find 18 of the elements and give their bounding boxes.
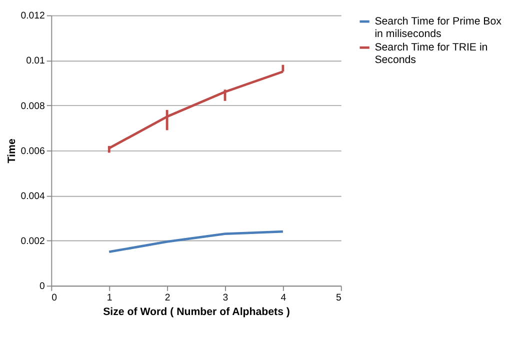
- legend-label: Search Time for Prime Box in miliseconds: [374, 15, 502, 40]
- line-series: [108, 230, 284, 254]
- y-axis-title: Time: [6, 138, 18, 164]
- y-tick-label: 0.004: [20, 190, 46, 202]
- y-tick-label: 0.008: [20, 100, 45, 112]
- y-tick-label: 0.006: [20, 146, 45, 157]
- legend-label: Search Time for TRIE in Seconds: [374, 42, 488, 66]
- x-tick-label: 3: [222, 292, 228, 304]
- y-tick-label: 0: [40, 281, 45, 292]
- y-tick-label: 0.002: [20, 236, 45, 247]
- x-tick-label: 2: [164, 292, 170, 304]
- y-tick-label: 0.012: [20, 10, 45, 22]
- x-tick-label: 4: [280, 292, 287, 304]
- x-axis-title: Size of Word ( Number of Alphabets ): [103, 306, 290, 318]
- x-tick-label: 0: [52, 292, 58, 304]
- x-tick-label: 5: [336, 292, 342, 304]
- x-tick-label: 1: [106, 292, 112, 304]
- y-tick-label: 0.01: [26, 56, 45, 67]
